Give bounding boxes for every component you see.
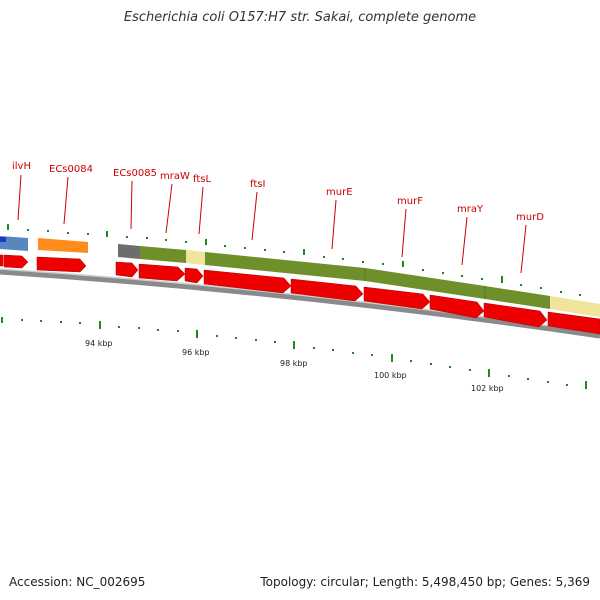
gene-arrow: [290, 278, 364, 302]
gene-arrow: [3, 254, 29, 269]
scale-labels: 94 kbp 96 kbp 98 kbp 100 kbp 102 kbp: [85, 339, 504, 393]
outer-ticks: [7, 224, 581, 296]
genome-title: Escherichia coli O157:H7 str. Sakai, com…: [123, 10, 477, 25]
gene-labels: ilvH ECs0084 ECs0085 mraW ftsL ftsI murE…: [12, 161, 544, 223]
feature-ECs0084-orange: [38, 238, 88, 253]
gene-label-murF: murF: [397, 196, 423, 207]
gene-arrows: [0, 254, 600, 335]
scale-label-102: 102 kbp: [471, 384, 504, 393]
gene-arrow: [0, 254, 4, 267]
feature-ECs0085-grey: [118, 244, 140, 259]
gene-label-ECs0084: ECs0084: [49, 164, 93, 175]
scale-label-96: 96 kbp: [182, 348, 210, 357]
gene-arrow: [363, 286, 431, 310]
feature-track: [0, 236, 600, 317]
genome-info-text: Topology: circular; Length: 5,498,450 bp…: [260, 575, 590, 589]
gene-label-mraW: mraW: [160, 171, 190, 182]
feature-ftsL-yellow: [186, 250, 205, 265]
feature-olive-long: [205, 252, 550, 309]
gene-arrow: [36, 256, 87, 273]
feature-yellow-end: [550, 296, 600, 317]
gene-arrow: [429, 294, 485, 319]
gene-label-mraY: mraY: [457, 204, 484, 215]
gene-label-ECs0085: ECs0085: [113, 168, 157, 179]
scale-ticks: [1, 317, 587, 389]
accession-text: Accession: NC_002695: [9, 575, 146, 589]
feature-ilvH-blue: [0, 236, 28, 251]
scale-label-100: 100 kbp: [374, 371, 407, 380]
gene-arrow: [203, 269, 292, 294]
gene-arrow: [184, 267, 204, 284]
gene-label-ftsI: ftsI: [250, 179, 265, 190]
feature-ilvH-dark-blue: [0, 237, 6, 242]
gene-label-murD: murD: [516, 212, 544, 223]
gene-label-ftsL: ftsL: [193, 174, 211, 185]
gene-arrow: [483, 302, 548, 328]
gene-label-murE: murE: [326, 187, 353, 198]
feature-mraW-olive: [140, 246, 186, 263]
label-lines: [17, 174, 527, 274]
gene-label-ilvH: ilvH: [12, 161, 31, 172]
scale-label-94: 94 kbp: [85, 339, 113, 348]
gene-arrow: [547, 311, 600, 335]
scale-label-98: 98 kbp: [280, 359, 308, 368]
gene-arrow: [138, 263, 186, 282]
gene-arrow: [115, 261, 139, 278]
